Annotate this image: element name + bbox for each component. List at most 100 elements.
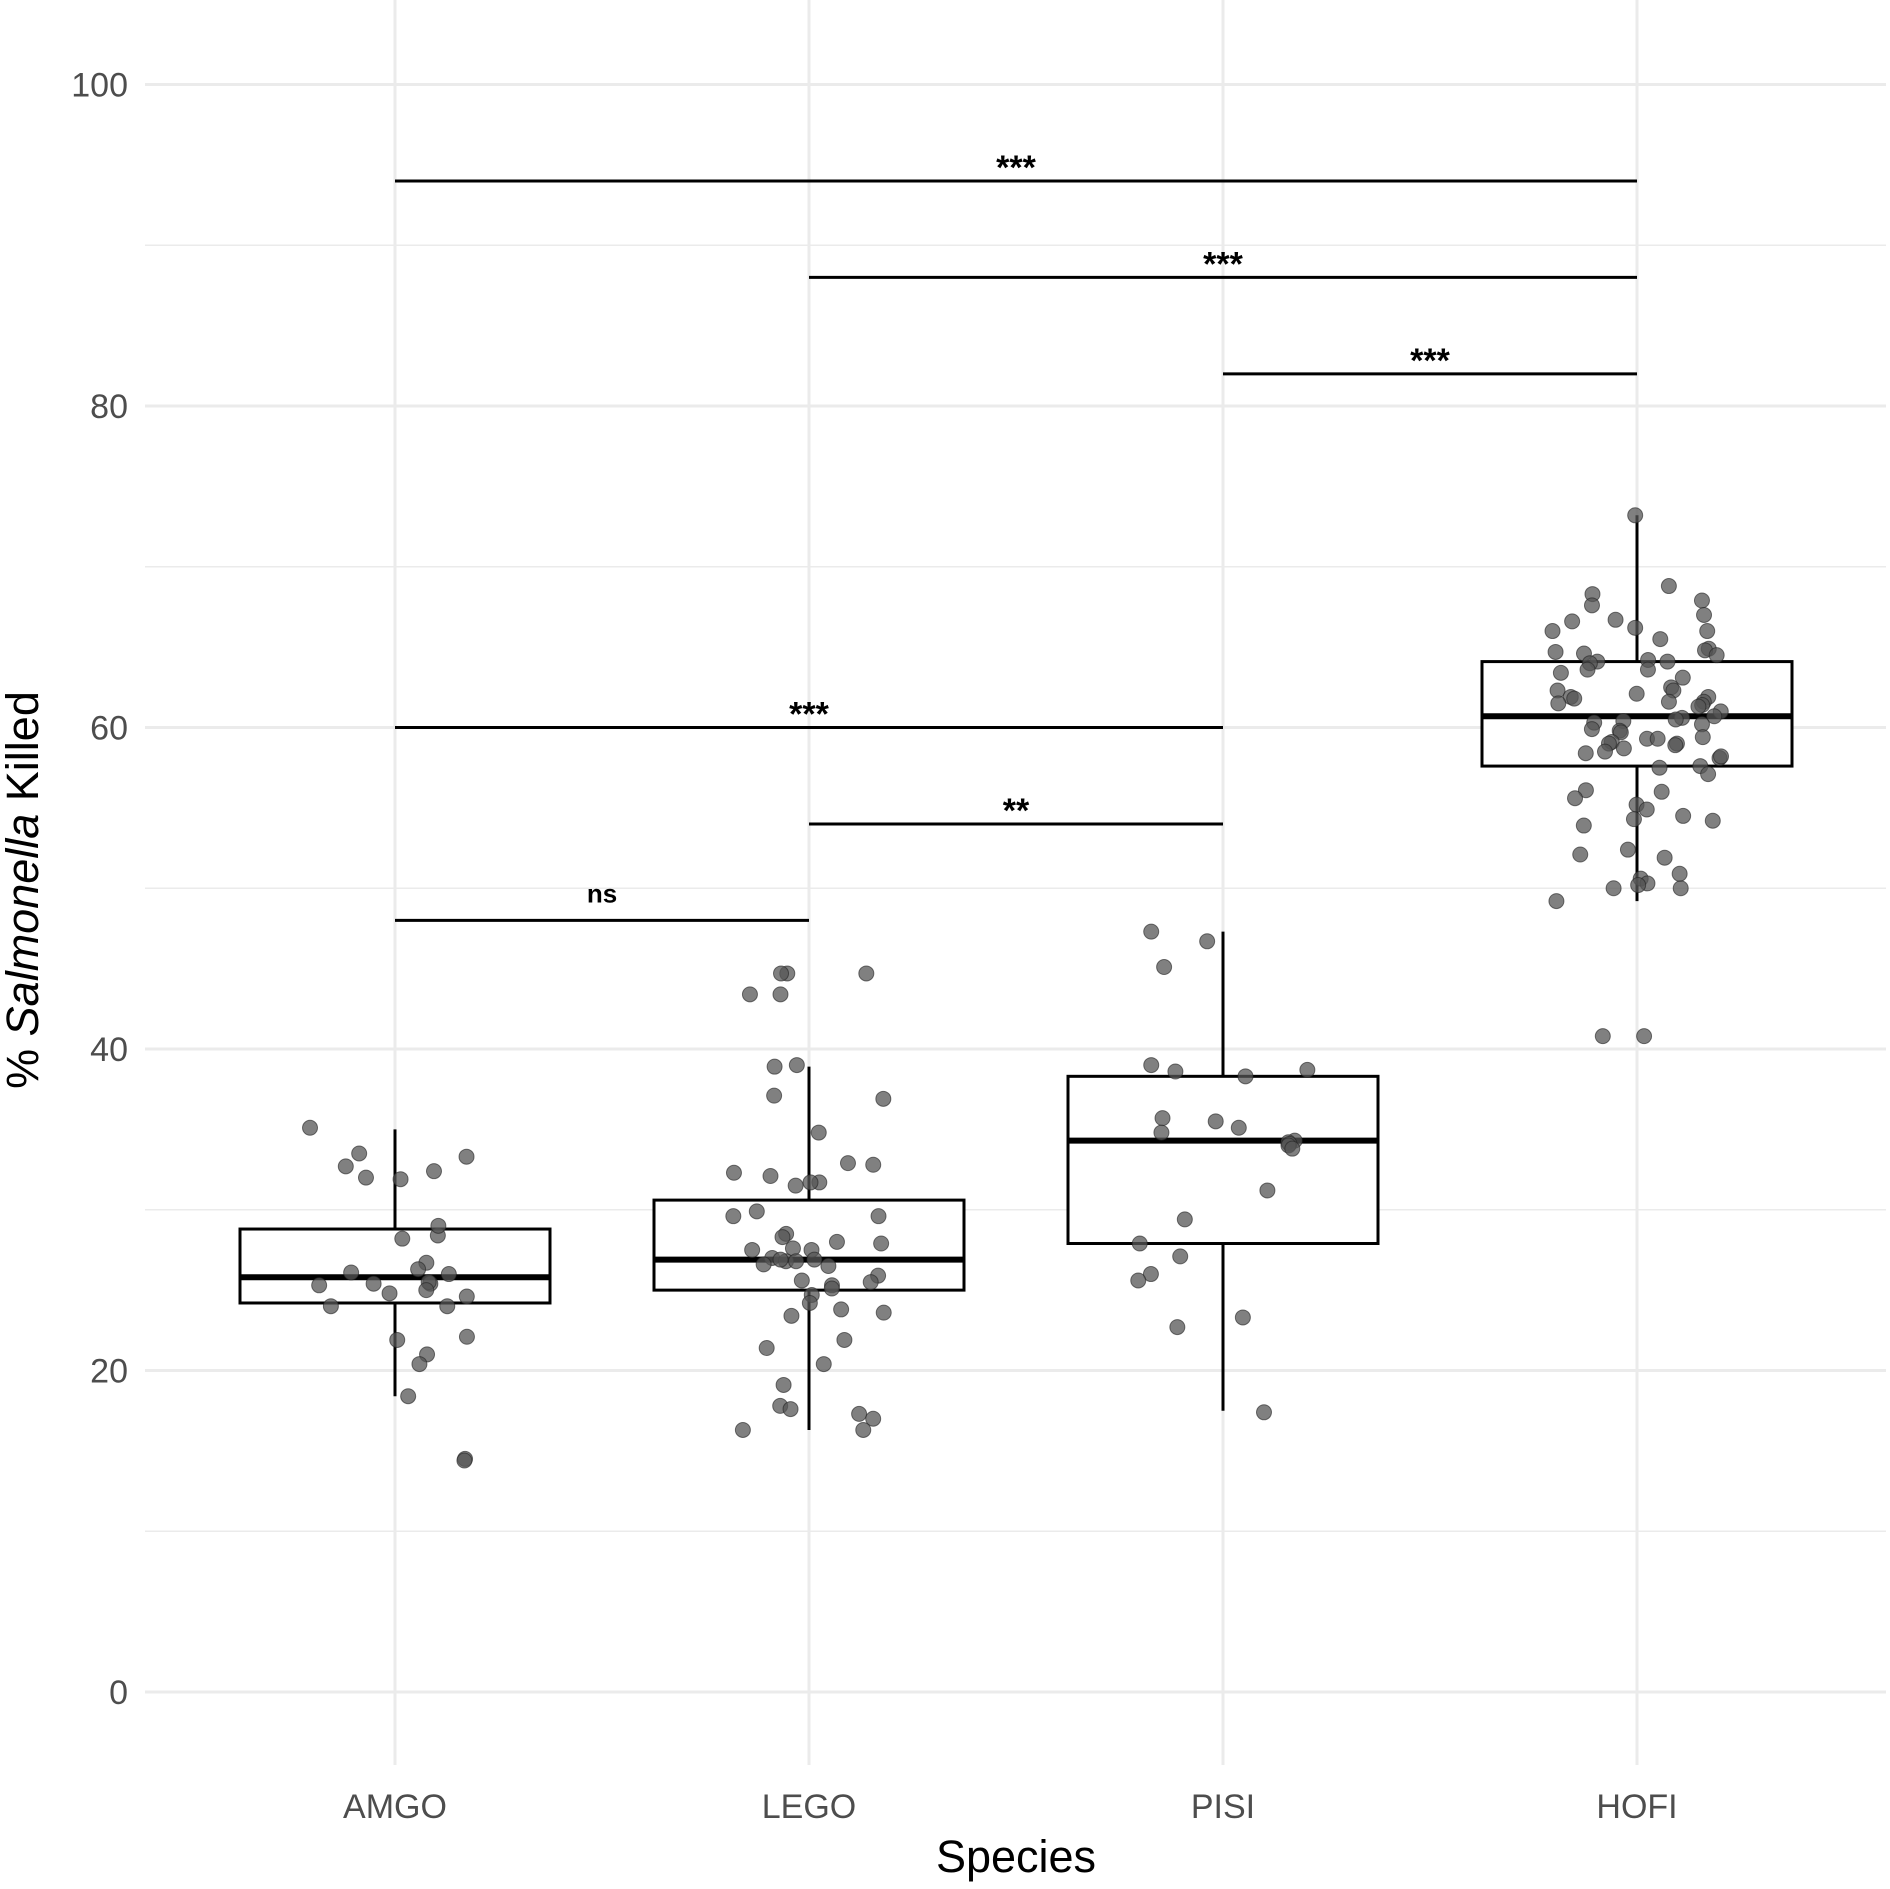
data-point: [411, 1356, 428, 1373]
data-point: [865, 1156, 882, 1173]
data-point: [1284, 1140, 1301, 1157]
x-axis-ticks: AMGO LEGO PISI HOFI: [343, 1788, 1678, 1826]
data-point: [1583, 721, 1600, 738]
data-point: [836, 1331, 853, 1348]
data-point: [1667, 737, 1684, 754]
data-point: [858, 965, 875, 982]
data-point: [1142, 1266, 1159, 1283]
data-point: [1131, 1235, 1148, 1252]
data-point: [775, 1376, 792, 1393]
data-point: [1577, 782, 1594, 799]
data-point: [823, 1280, 840, 1297]
data-point: [725, 1164, 742, 1181]
data-point: [1577, 745, 1594, 762]
data-point: [1544, 623, 1561, 640]
y-tick-label: 0: [109, 1674, 128, 1712]
data-point: [1649, 730, 1666, 747]
y-axis-title: % Salmonella Killed: [0, 691, 48, 1089]
data-point: [1605, 880, 1622, 897]
data-point: [820, 1258, 837, 1275]
data-point: [1713, 748, 1730, 765]
data-point: [394, 1230, 411, 1247]
y-tick-label: 20: [90, 1353, 128, 1391]
significance-label: ***: [996, 149, 1036, 187]
y-tick-label: 60: [90, 710, 128, 748]
data-point: [1153, 1124, 1170, 1141]
data-point: [1172, 1248, 1189, 1265]
data-point: [787, 1177, 804, 1194]
data-point: [343, 1264, 360, 1281]
data-point: [1234, 1309, 1251, 1326]
data-point: [337, 1158, 354, 1175]
data-point: [1694, 729, 1711, 746]
data-point: [1156, 959, 1173, 976]
data-point: [351, 1145, 368, 1162]
data-point: [1630, 877, 1647, 894]
data-point: [439, 1298, 456, 1315]
data-point: [1699, 623, 1716, 640]
y-tick-label: 80: [90, 388, 128, 426]
data-point: [1548, 893, 1565, 910]
data-point: [392, 1171, 409, 1188]
data-point: [1653, 783, 1670, 800]
data-point: [1176, 1211, 1193, 1228]
data-point: [1564, 613, 1581, 630]
data-point: [302, 1119, 319, 1136]
data-point: [1596, 743, 1613, 760]
y-axis-ticks: 0 20 40 60 80 100: [71, 67, 128, 1713]
data-point: [762, 1167, 779, 1184]
data-point: [1583, 597, 1600, 614]
data-point: [1671, 865, 1688, 882]
data-point: [875, 1090, 892, 1107]
grid: [145, 0, 1886, 1765]
data-point: [766, 1087, 783, 1104]
data-point: [1547, 643, 1564, 660]
x-axis-title: Species: [936, 1831, 1096, 1882]
data-point: [1696, 606, 1713, 623]
data-point: [839, 1155, 856, 1172]
significance-label: ***: [1410, 342, 1450, 380]
data-point: [773, 965, 790, 982]
data-point: [758, 1339, 775, 1356]
data-point: [456, 1452, 473, 1469]
data-point: [1619, 841, 1636, 858]
data-point: [365, 1275, 382, 1292]
data-point: [1651, 759, 1668, 776]
data-point: [1299, 1061, 1316, 1078]
data-point: [855, 1421, 872, 1438]
significance-brackets: **************ns: [395, 149, 1637, 922]
data-point: [802, 1174, 819, 1191]
data-point: [774, 1229, 791, 1246]
data-point: [1594, 1028, 1611, 1045]
data-point: [734, 1421, 751, 1438]
data-point: [458, 1288, 475, 1305]
data-point: [1674, 669, 1691, 686]
data-point: [1652, 631, 1669, 648]
data-point: [1566, 690, 1583, 707]
data-point: [1659, 653, 1676, 670]
data-point: [1259, 1182, 1276, 1199]
y-axis-title-prefix: %: [0, 1036, 48, 1089]
data-point: [410, 1261, 427, 1278]
box: [1066, 1074, 1380, 1246]
data-point: [430, 1217, 447, 1234]
data-point: [1550, 695, 1567, 712]
data-point: [1552, 664, 1569, 681]
data-point: [425, 1163, 442, 1180]
data-point: [1672, 880, 1689, 897]
data-point: [1230, 1119, 1247, 1136]
data-point: [741, 986, 758, 1003]
data-point: [357, 1169, 374, 1186]
data-point: [1708, 647, 1725, 664]
data-point: [311, 1277, 328, 1294]
data-point: [1627, 619, 1644, 636]
data-point: [1207, 1113, 1224, 1130]
y-tick-label: 40: [90, 1031, 128, 1069]
data-point: [1572, 846, 1589, 863]
x-tick-label: LEGO: [762, 1788, 856, 1826]
data-point: [1656, 849, 1673, 866]
data-point: [1638, 801, 1655, 818]
data-point: [1579, 661, 1596, 678]
data-point: [1169, 1319, 1186, 1336]
